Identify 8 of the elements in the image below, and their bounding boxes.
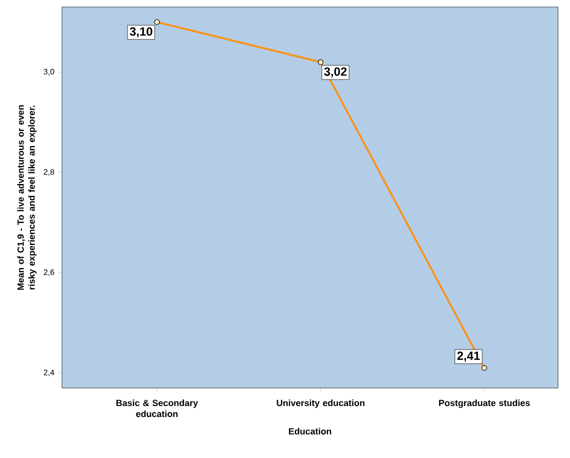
data-label: 2,41 (457, 352, 480, 362)
x-tick-label: Basic & Secondary education (116, 400, 198, 418)
x-axis-title: Education (288, 428, 332, 434)
x-tick-label: Postgraduate studies (439, 400, 530, 408)
data-label: 3,02 (324, 67, 347, 78)
x-tick-label: University education (276, 400, 364, 408)
y-axis-title: Mean of C1,9 - To live adventurous or even risky experiences and feel like an explorer. (17, 105, 37, 290)
data-label: 3,10 (130, 27, 152, 38)
